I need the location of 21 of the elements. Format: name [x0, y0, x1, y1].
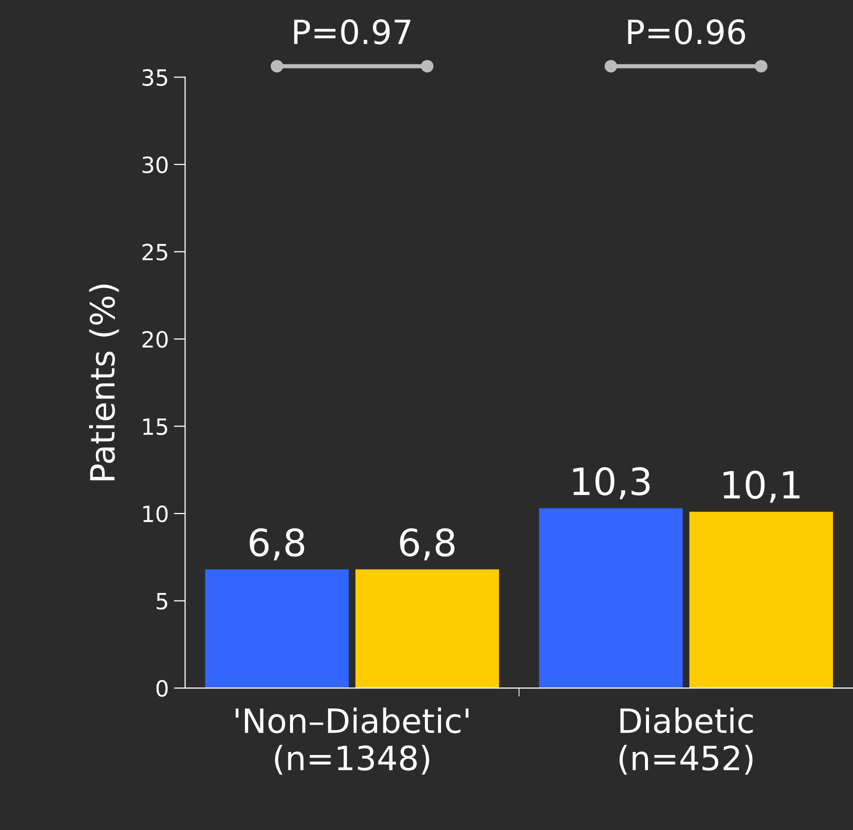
y-tick-label: 15	[143, 418, 168, 436]
y-tick-label: 35	[142, 69, 168, 86]
y-axis-title: Patients (%)	[89, 284, 119, 480]
bar	[205, 569, 349, 688]
y-tick-label: 5	[156, 593, 168, 610]
y-tick-label: 25	[142, 244, 168, 260]
data-label: 10,3	[573, 467, 650, 500]
text: P=0.97	[294, 19, 410, 44]
bar	[539, 508, 683, 688]
data-label: 6,8	[400, 528, 454, 560]
bar	[355, 569, 500, 688]
data-label: 10,1	[724, 470, 800, 503]
text: P=0.96	[628, 19, 746, 44]
data-label: 6,8	[250, 528, 304, 560]
y-tick-label: 20	[142, 330, 168, 348]
bar	[689, 512, 833, 688]
y-tick-label: 0	[156, 680, 168, 697]
y-tick-label: 10	[143, 505, 168, 522]
x-tick-label: 'Non–Diabetic' (n=1348)	[236, 708, 468, 775]
x-tick-label: Diabetic (n=452)	[620, 708, 753, 775]
y-tick-label: 30	[142, 156, 168, 174]
